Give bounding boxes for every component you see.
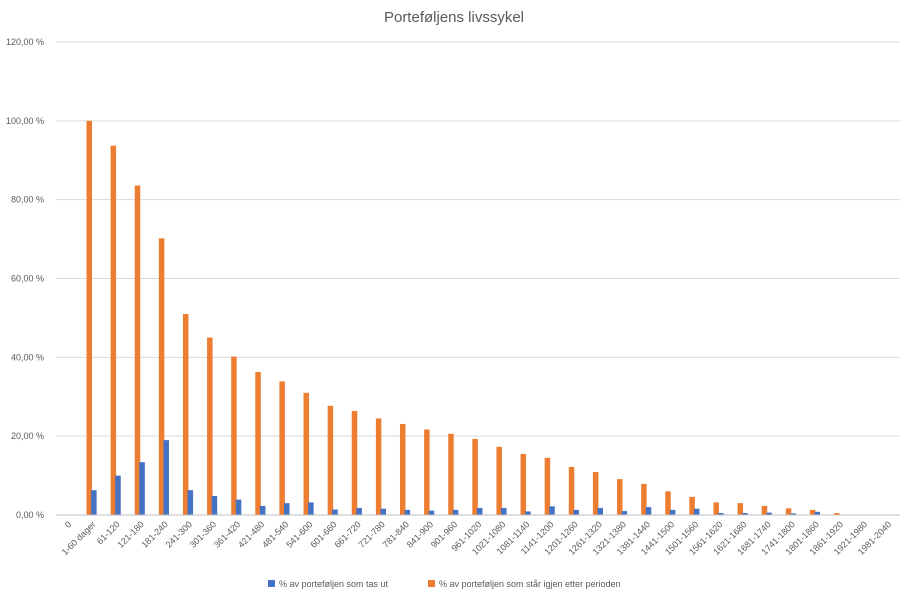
bar-series-2 (231, 356, 237, 515)
legend-swatch-series-2 (428, 580, 435, 587)
bar-series-2 (834, 513, 840, 515)
bar-series-1 (163, 440, 169, 515)
bar-series-2 (182, 313, 189, 515)
y-tick-label: 40,00 % (11, 352, 44, 362)
bar-series-1 (187, 490, 194, 515)
x-tick-label: 0 (63, 519, 74, 530)
bar-series-1 (308, 502, 314, 515)
bar-series-2 (641, 483, 647, 515)
bar-series-1 (284, 503, 290, 515)
y-tick-label: 60,00 % (11, 274, 44, 284)
bar-series-1 (356, 507, 362, 515)
y-tick-label: 100,00 % (6, 116, 44, 126)
bar-series-2 (544, 457, 551, 515)
bar-series-2 (520, 453, 527, 515)
chart-title: Porteføljens livssykel (384, 9, 524, 26)
bar-series-2 (785, 508, 792, 515)
bar-series-2 (351, 410, 358, 515)
bar-series-2 (496, 446, 502, 515)
bar-series-1 (428, 510, 435, 515)
x-axis-tick-labels: 01-60 dager61-120121-180181-240241-30030… (60, 519, 894, 557)
bar-series-2 (592, 472, 599, 515)
legend: % av porteføljen som tas ut % av portefø… (268, 579, 621, 589)
bar-series-2 (448, 433, 454, 515)
bar-series-1 (404, 509, 411, 515)
bar-series-1 (742, 513, 748, 515)
bar-series-1 (645, 507, 652, 515)
bar-series-2 (110, 145, 117, 515)
bar-series-1 (115, 475, 121, 515)
bar-series-1 (766, 512, 772, 515)
gridlines (56, 41, 900, 437)
legend-swatch-series-1 (268, 580, 275, 587)
bar-series-2 (761, 505, 768, 515)
y-tick-label: 20,00 % (11, 431, 44, 441)
legend-label-series-1: % av porteføljen som tas ut (279, 579, 389, 589)
bar-series-1 (718, 513, 724, 515)
bar-series-2 (207, 337, 213, 515)
bar-series-1 (549, 506, 555, 515)
bar-series-1 (790, 513, 796, 515)
bar-series-1 (380, 508, 386, 515)
bar-series-1 (669, 509, 676, 515)
y-tick-label: 80,00 % (11, 195, 44, 205)
bar-series-2 (713, 502, 719, 515)
bar-series-2 (689, 496, 695, 515)
bar-series-1 (814, 511, 821, 515)
bar-series-2 (134, 185, 141, 515)
bar-series-1 (501, 507, 507, 515)
bars (86, 120, 840, 516)
bar-series-2 (568, 466, 575, 515)
bar-series-1 (621, 511, 628, 515)
bar-series-2 (279, 381, 285, 515)
bar-series-2 (327, 405, 334, 515)
bar-series-2 (737, 503, 744, 515)
bar-series-2 (86, 120, 92, 515)
bar-series-1 (525, 511, 531, 515)
bar-series-2 (255, 371, 261, 515)
bar-series-2 (665, 491, 671, 515)
bar-series-2 (809, 509, 816, 515)
bar-series-1 (693, 508, 700, 515)
legend-label-series-2: % av porteføljen som står igjen etter pe… (439, 579, 621, 589)
bar-series-1 (452, 509, 459, 515)
bar-series-1 (91, 490, 97, 515)
bar-series-2 (158, 238, 165, 516)
bar-series-2 (375, 418, 382, 515)
y-tick-label: 0,00 % (16, 510, 44, 520)
bar-series-1 (597, 507, 604, 515)
bar-series-1 (259, 505, 266, 515)
bar-series-1 (235, 499, 242, 515)
bar-series-1 (139, 462, 145, 515)
bar-series-1 (211, 496, 218, 515)
bar-series-1 (573, 509, 579, 515)
bar-series-2 (424, 429, 430, 515)
y-axis-tick-labels: 0,00 % 20,00 % 40,00 % 60,00 % 80,00 % 100,00… (6, 37, 44, 520)
bar-series-1 (332, 509, 338, 515)
y-tick-label: 120,00 % (6, 37, 44, 47)
bar-series-2 (399, 423, 406, 515)
bar-series-2 (617, 479, 623, 515)
bar-series-1 (476, 507, 483, 515)
bar-series-2 (472, 438, 478, 515)
bar-series-2 (303, 392, 310, 515)
